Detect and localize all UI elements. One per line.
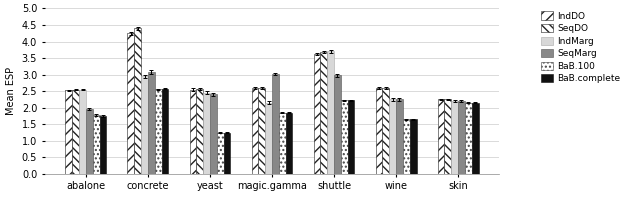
Bar [389,99,396,174]
Bar [203,93,210,174]
Bar [383,88,389,174]
Bar [334,75,341,174]
Bar [148,72,155,174]
Bar [458,101,465,174]
Bar [451,101,458,174]
Bar [155,89,161,174]
Bar [341,100,348,174]
Bar [285,113,292,174]
Bar [410,119,417,174]
Bar [396,99,403,174]
Bar [252,88,259,174]
Bar [134,28,141,174]
Bar [223,132,230,174]
Bar [444,99,451,174]
Bar [141,76,148,174]
Legend: IndDO, SeqDO, IndMarg, SeqMarg, BaB.100, BaB.complete: IndDO, SeqDO, IndMarg, SeqMarg, BaB.100,… [539,10,622,85]
Bar [272,74,279,174]
Bar [376,88,383,174]
Bar [348,100,355,174]
Bar [210,95,217,174]
Bar [472,103,479,174]
Bar [86,109,93,174]
Bar [65,91,72,174]
Bar [438,99,444,174]
Bar [265,103,272,174]
Bar [217,132,223,174]
Bar [100,116,106,174]
Bar [279,113,285,174]
Bar [327,52,334,174]
Bar [79,89,86,174]
Bar [127,33,134,174]
Bar [403,119,410,174]
Bar [72,89,79,174]
Bar [196,89,203,174]
Bar [321,52,327,174]
Bar [161,89,168,174]
Bar [189,89,196,174]
Bar [314,54,321,174]
Bar [93,115,100,174]
Bar [259,88,265,174]
Y-axis label: Mean ESP: Mean ESP [6,67,16,115]
Bar [465,103,472,174]
